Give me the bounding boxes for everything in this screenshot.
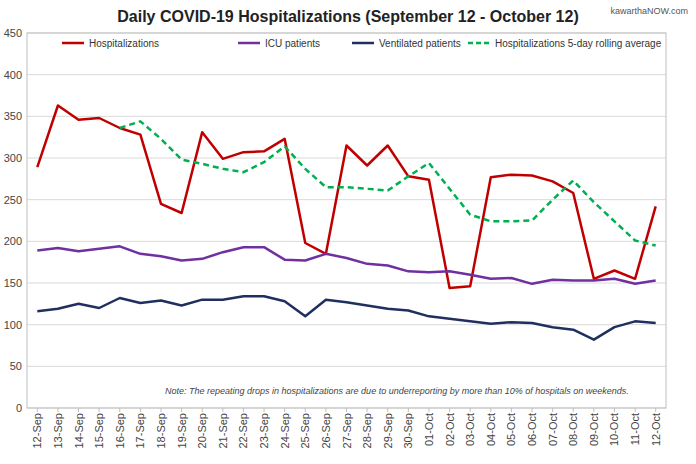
y-tick-label: 150 <box>4 277 22 289</box>
x-tick-label: 15-Sep <box>93 413 105 448</box>
x-tick <box>367 408 368 412</box>
legend-label: Ventilated patients <box>379 38 461 49</box>
background <box>0 0 696 464</box>
grid-line <box>27 199 666 200</box>
series-line <box>120 121 656 245</box>
x-tick <box>37 408 38 412</box>
grid-line <box>27 158 666 159</box>
x-tick-label: 02-Oct <box>444 413 456 446</box>
x-tick-label: 29-Sep <box>382 413 394 448</box>
x-tick-label: 11-Oct <box>629 413 641 445</box>
grid-line <box>27 116 666 117</box>
plot-frame <box>27 33 666 408</box>
x-tick <box>408 408 409 412</box>
series-line <box>37 106 655 289</box>
x-tick-label: 05-Oct <box>505 413 517 446</box>
x-tick-label: 12-Sep <box>31 413 43 448</box>
y-tick-label: 450 <box>4 27 22 39</box>
plot-area <box>37 106 655 340</box>
source: kawarthaNOW.com <box>610 6 688 16</box>
title: Daily COVID-19 Hospitalizations (Septemb… <box>117 8 578 25</box>
legend-label: Hospitalizations <box>89 38 159 49</box>
x-tick <box>511 408 512 412</box>
x-tick <box>573 408 574 412</box>
x-tick-label: 04-Oct <box>485 413 497 446</box>
grid-line <box>27 324 666 325</box>
x-tick <box>346 408 347 412</box>
x-tick-label: 27-Sep <box>341 413 353 448</box>
x-tick-label: 20-Sep <box>196 413 208 448</box>
x-tick <box>325 408 326 412</box>
legend-swatch <box>352 42 374 45</box>
y-tick-label: 300 <box>4 152 22 164</box>
x-tick <box>140 408 141 412</box>
x-tick-label: 16-Sep <box>114 413 126 448</box>
x-tick-label: 23-Sep <box>258 413 270 448</box>
x-tick-label: 22-Sep <box>237 413 249 448</box>
series-line <box>37 246 655 283</box>
x-tick <box>99 408 100 412</box>
x-tick <box>470 408 471 412</box>
x-tick-label: 14-Sep <box>73 413 85 448</box>
legend-swatch <box>468 42 490 45</box>
series-line <box>37 296 655 339</box>
x-tick-label: 18-Sep <box>155 413 167 448</box>
x-tick-label: 19-Sep <box>176 413 188 448</box>
legend-swatch <box>238 42 260 45</box>
x-tick <box>593 408 594 412</box>
note: Note: The repeating drops in hospitaliza… <box>165 386 629 396</box>
x-tick <box>284 408 285 412</box>
x-tick <box>614 408 615 412</box>
x-tick <box>181 408 182 412</box>
x-tick <box>635 408 636 412</box>
legend-label: Hospitalizations 5-day rolling average <box>495 38 662 49</box>
x-tick <box>160 408 161 412</box>
x-tick <box>552 408 553 412</box>
x-tick <box>428 408 429 412</box>
x-tick <box>305 408 306 412</box>
x-tick <box>202 408 203 412</box>
y-tick-label: 50 <box>10 360 22 372</box>
y-tick-label: 400 <box>4 69 22 81</box>
x-tick-label: 26-Sep <box>320 413 332 448</box>
y-tick-label: 250 <box>4 194 22 206</box>
x-tick-label: 10-Oct <box>608 413 620 446</box>
grid-line <box>27 366 666 367</box>
x-tick-label: 30-Sep <box>402 413 414 448</box>
x-tick <box>57 408 58 412</box>
x-tick <box>243 408 244 412</box>
x-tick-label: 03-Oct <box>464 413 476 446</box>
grid-line <box>27 241 666 242</box>
x-tick-label: 06-Oct <box>526 413 538 446</box>
x-tick-label: 12-Oct <box>650 413 662 446</box>
chart: Daily COVID-19 Hospitalizations (Septemb… <box>0 0 696 464</box>
x-tick-label: 24-Sep <box>279 413 291 448</box>
x-tick <box>490 408 491 412</box>
x-tick-label: 25-Sep <box>299 413 311 448</box>
grid-line <box>27 283 666 284</box>
x-tick <box>222 408 223 412</box>
y-tick-label: 100 <box>4 319 22 331</box>
y-tick-label: 350 <box>4 110 22 122</box>
x-tick <box>78 408 79 412</box>
x-tick-label: 28-Sep <box>361 413 373 448</box>
x-tick-label: 07-Oct <box>547 413 559 446</box>
x-tick <box>264 408 265 412</box>
x-tick-label: 09-Oct <box>588 413 600 446</box>
grid-line <box>27 74 666 75</box>
y-tick-label: 0 <box>16 402 22 414</box>
y-tick-label: 200 <box>4 235 22 247</box>
x-tick <box>532 408 533 412</box>
x-tick <box>119 408 120 412</box>
x-tick-label: 17-Sep <box>134 413 146 448</box>
x-tick <box>449 408 450 412</box>
x-tick <box>655 408 656 412</box>
x-tick-label: 01-Oct <box>423 413 435 446</box>
legend-label: ICU patients <box>265 38 320 49</box>
x-tick-label: 08-Oct <box>567 413 579 446</box>
x-tick <box>387 408 388 412</box>
x-tick-label: 13-Sep <box>52 413 64 448</box>
legend-swatch <box>62 42 84 45</box>
x-tick-label: 21-Sep <box>217 413 229 448</box>
